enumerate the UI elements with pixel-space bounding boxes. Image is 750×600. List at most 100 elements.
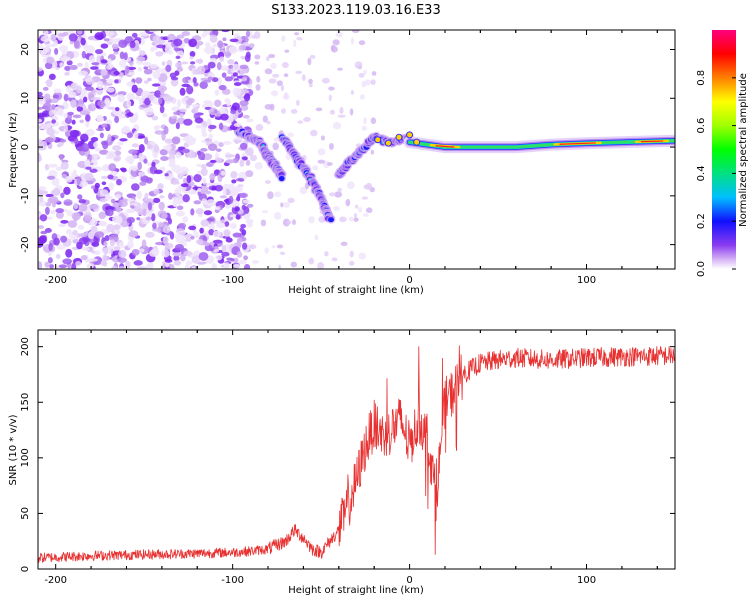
spectrogram-noise-speck	[221, 88, 231, 95]
spectrogram-noise-speck	[118, 39, 128, 48]
snr-y-label: SNR (10 * v/v)	[8, 414, 19, 485]
spectrogram-noise-speck	[94, 231, 105, 238]
spectrogram-noise-speck	[222, 37, 227, 42]
spectrogram-noise-speck	[282, 202, 291, 208]
spectrogram-noise-speck	[91, 249, 96, 254]
spectrogram-blob	[384, 139, 392, 147]
spectrogram-noise-speck	[185, 260, 193, 266]
spectrogram-noise-speck	[330, 46, 338, 53]
spectrogram-noise-speck	[79, 110, 90, 116]
spectrogram-noise-speck	[148, 30, 159, 33]
spectrogram-noise-speck	[161, 249, 170, 258]
colorbar-tick-label: 0.4	[696, 165, 707, 181]
spectrogram-noise-speck	[339, 216, 347, 223]
spectrogram-noise-speck	[131, 32, 138, 38]
spectrogram-noise-speck	[77, 224, 85, 230]
spectrogram-noise-speck	[179, 87, 186, 96]
spectrogram-noise-speck	[227, 65, 234, 69]
spectrogram-noise-speck	[281, 108, 286, 114]
snr-x-tick-label: 100	[577, 575, 596, 586]
spectrogram-noise-speck	[57, 108, 64, 117]
spectrogram-noise-speck	[39, 196, 44, 203]
spectrogram-noise-speck	[353, 212, 358, 219]
spectrogram-noise-speck	[161, 132, 166, 141]
spectrogram-noise-speck	[132, 154, 138, 160]
spectrogram-noise-speck	[261, 210, 269, 214]
spectrogram-noise-speck	[138, 171, 145, 177]
spectrogram-noise-speck	[133, 130, 139, 140]
spectrogram-noise-speck	[179, 166, 189, 175]
spectrogram-noise-speck	[348, 216, 354, 222]
spectrogram-noise-speck	[185, 104, 190, 109]
spectrogram-noise-speck	[149, 63, 158, 69]
colorbar-tick-label: 0.8	[696, 70, 707, 86]
spectrogram-noise-speck	[200, 147, 208, 152]
spectrogram-noise-speck	[262, 115, 268, 123]
spectrogram-noise-speck	[141, 201, 150, 211]
spectrogram-noise-speck	[283, 73, 289, 78]
spectrogram-noise-speck	[162, 113, 168, 118]
spectrogram-noise-speck	[115, 206, 122, 213]
spectrogram-noise-speck	[164, 138, 174, 144]
spectrogram-noise-speck	[44, 93, 51, 101]
spectrogram-noise-speck	[112, 202, 120, 208]
spectrogram-noise-speck	[139, 50, 146, 57]
spectrogram-noise-speck	[221, 251, 230, 257]
spectrogram-signal-layer	[234, 127, 675, 224]
spectrogram-noise-speck	[145, 263, 153, 269]
spectrogram-noise-speck	[136, 190, 143, 200]
spectrogram-noise-speck	[81, 142, 90, 152]
spectrogram-noise-speck	[174, 187, 182, 197]
spectrogram-noise-speck	[200, 167, 208, 177]
spectrogram-noise-speck	[46, 56, 55, 64]
spectrogram-noise-speck	[293, 39, 297, 48]
spectrogram-noise-speck	[38, 186, 47, 191]
spectrogram-noise-speck	[282, 93, 290, 100]
spectrogram-noise-speck	[241, 156, 248, 161]
spectrogram-tone-peak	[559, 142, 596, 145]
spectrogram-noise-speck	[175, 152, 182, 159]
spectrogram-noise-speck	[146, 111, 155, 116]
spectrogram-noise-speck	[224, 221, 230, 227]
spectrogram-noise-speck	[370, 149, 375, 155]
spectrogram-noise-speck	[64, 175, 73, 183]
spectrogram-noise-speck	[307, 57, 312, 66]
spectrogram-noise-speck	[45, 193, 54, 198]
spectrogram-noise-speck	[72, 114, 82, 119]
spectrogram-noise-speck	[290, 109, 298, 114]
spectrogram-noise-speck	[76, 30, 83, 35]
spectrogram-noise-speck	[82, 96, 88, 103]
spectrogram-noise-speck	[105, 205, 115, 211]
spectrogram-noise-speck	[100, 69, 108, 76]
spectrogram-noise-speck	[193, 200, 202, 205]
spectrogram-noise-speck	[157, 96, 163, 105]
spectrogram-noise-speck	[156, 44, 166, 49]
spectrogram-noise-speck	[78, 180, 88, 188]
spectrogram-noise-speck	[245, 30, 251, 38]
spectrogram-noise-speck	[211, 186, 217, 191]
spectrogram-noise-speck	[229, 38, 239, 43]
spectrogram-noise-speck	[224, 98, 230, 103]
spectrogram-noise-speck	[193, 231, 199, 238]
spectrogram-noise-speck	[77, 62, 83, 67]
spectrogram-noise-speck	[240, 55, 246, 60]
spectrogram-noise-speck	[101, 123, 108, 128]
spectrogram-noise-speck	[99, 149, 109, 155]
spectrogram-noise-speck	[126, 92, 136, 102]
spectrogram-noise-speck	[84, 75, 92, 79]
spectrogram-noise-speck	[44, 261, 50, 268]
spectrogram-noise-speck	[130, 183, 140, 191]
spectrogram-noise-speck	[170, 181, 181, 185]
spectrogram-noise-speck	[162, 145, 172, 151]
spectrogram-noise-speck	[221, 244, 227, 253]
spectrogram-noise-speck	[189, 50, 196, 58]
spectrogram-noise-speck	[66, 60, 73, 66]
spectrogram-noise-speck	[106, 64, 113, 70]
spectrogram-noise-speck	[217, 40, 224, 49]
spectrogram-noise-speck	[100, 43, 109, 49]
spectrogram-noise-speck	[357, 206, 363, 213]
spectrogram-noise-speck	[167, 149, 176, 156]
spectrogram-noise-speck	[287, 197, 295, 204]
spectrogram-noise-speck	[168, 158, 176, 166]
